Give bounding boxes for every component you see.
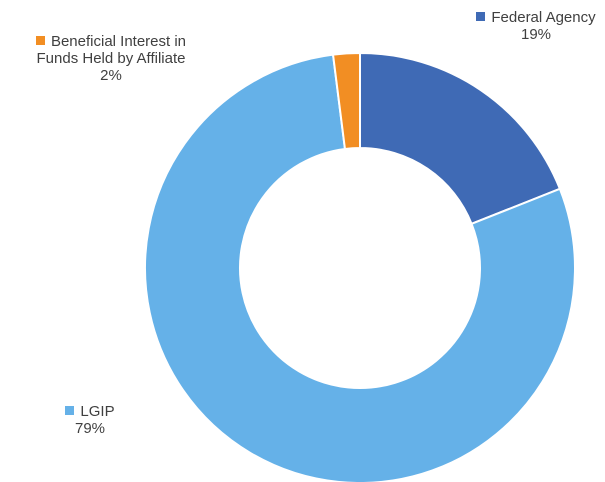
slice-value-lgip: 79% [74,420,106,437]
slice-label-lgip: LGIP 79% [60,403,120,437]
slice-label-beneficial-interest: Beneficial Interest in Funds Held by Aff… [16,33,206,84]
donut-slices [144,51,576,482]
slice-name-federal-agency: Federal Agency [491,9,596,26]
slice-value-beneficial-interest: 2% [100,67,122,84]
slice-beneficial-interest [331,51,361,151]
legend-swatch-beneficial-interest [35,36,45,45]
slice-federal-agency [359,51,562,226]
legend-swatch-federal-agency [476,12,486,21]
slice-name-beneficial-interest-line2: Funds Held by Affiliate [36,50,186,67]
slice-value-federal-agency: 19% [520,26,552,43]
slice-name-beneficial-interest-line1: Beneficial Interest in [50,33,187,50]
slice-lgip [144,53,576,482]
slice-name-lgip: LGIP [80,403,115,420]
slice-label-federal-agency: Federal Agency 19% [466,9,605,43]
legend-swatch-lgip [65,406,75,415]
